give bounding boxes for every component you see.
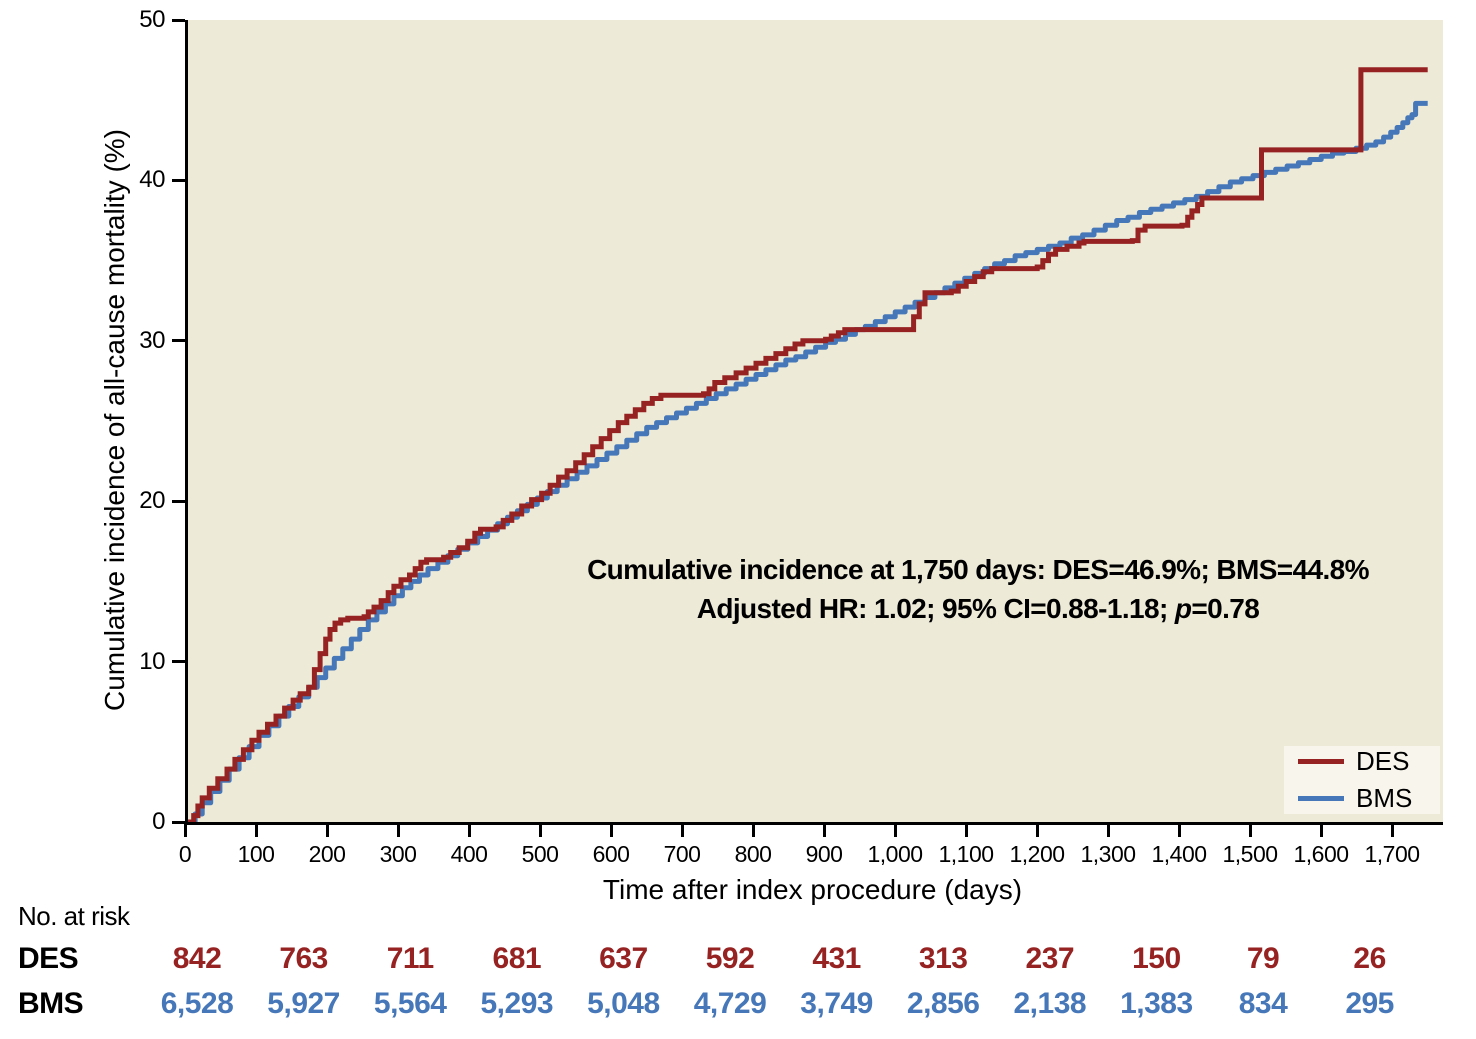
- risk-value: 3,749: [800, 987, 873, 1020]
- x-tick-label: 700: [663, 841, 701, 867]
- annotation-line2-prefix: Adjusted HR: 1.02; 95% CI=0.88-1.18;: [696, 593, 1175, 624]
- x-tick: [822, 824, 826, 837]
- bms-curve: [188, 100, 1428, 822]
- x-tick: [1106, 824, 1110, 837]
- x-tick-label: 1,400: [1151, 841, 1207, 867]
- bms-line-swatch: [1298, 796, 1344, 801]
- x-tick: [1319, 824, 1323, 837]
- risk-value: 237: [1025, 942, 1075, 975]
- x-axis-title: Time after index procedure (days): [602, 874, 1023, 905]
- x-tick: [467, 824, 471, 837]
- legend-entry-des: DES: [1298, 746, 1440, 777]
- legend-label-des: DES: [1356, 746, 1410, 776]
- y-tick: [172, 499, 185, 503]
- risk-table-heading: No. at risk: [18, 901, 130, 931]
- risk-value: 5,293: [480, 987, 554, 1020]
- x-tick-label: 400: [450, 841, 488, 867]
- plot-area: Cumulative incidence at 1,750 days: DES=…: [185, 20, 1443, 825]
- x-tick: [396, 824, 400, 837]
- x-tick-label: 1,000: [867, 841, 923, 867]
- x-tick-label: 500: [521, 841, 559, 867]
- x-tick: [964, 824, 968, 837]
- x-tick-label: 900: [805, 841, 843, 867]
- y-axis-title: Cumulative incidence of all-cause mortal…: [99, 129, 130, 711]
- x-tick: [893, 824, 897, 837]
- x-tick-label: 1,500: [1222, 841, 1278, 867]
- x-tick-label: 1,700: [1364, 841, 1420, 867]
- annotation-p-italic: p: [1174, 593, 1192, 624]
- risk-value: 295: [1345, 987, 1394, 1020]
- x-tick-label: 300: [379, 841, 417, 867]
- risk-value: 26: [1353, 942, 1386, 975]
- y-tick-label: 0: [152, 808, 165, 835]
- risk-value: 681: [492, 942, 542, 975]
- x-tick: [1035, 824, 1039, 837]
- x-tick-label: 1,600: [1293, 841, 1349, 867]
- annotation-line1: Cumulative incidence at 1,750 days: DES=…: [587, 554, 1369, 585]
- y-tick: [172, 339, 185, 343]
- risk-value: 313: [918, 942, 968, 975]
- y-tick: [172, 660, 185, 664]
- risk-value: 834: [1238, 987, 1288, 1020]
- risk-value: 150: [1132, 942, 1181, 975]
- risk-value: 5,564: [373, 987, 447, 1020]
- risk-value: 711: [386, 942, 434, 975]
- x-tick: [609, 824, 613, 837]
- risk-value: 842: [172, 942, 222, 975]
- x-tick-label: 800: [734, 841, 772, 867]
- risk-value: 2,138: [1013, 987, 1087, 1020]
- legend-label-bms: BMS: [1356, 783, 1413, 813]
- annotation-line2: Adjusted HR: 1.02; 95% CI=0.88-1.18; p=0…: [503, 589, 1453, 628]
- y-tick-label: 30: [139, 326, 165, 354]
- x-tick: [254, 824, 258, 837]
- x-tick-label: 1,100: [938, 841, 994, 867]
- legend-box: DES BMS: [1284, 746, 1440, 814]
- x-tick-label: 1,200: [1009, 841, 1065, 867]
- y-tick: [172, 178, 185, 182]
- y-tick: [172, 18, 185, 22]
- curves-svg: [188, 67, 1428, 822]
- risk-value: 5,048: [587, 987, 660, 1020]
- x-tick: [751, 824, 755, 837]
- x-tick-label: 100: [237, 841, 275, 867]
- annotation-line2-suffix: =0.78: [1191, 593, 1260, 624]
- risk-value: 5,927: [267, 987, 340, 1020]
- des-curve: [188, 67, 1428, 822]
- x-tick-label: 600: [592, 841, 630, 867]
- risk-value: 637: [599, 942, 648, 975]
- x-tick: [1248, 824, 1252, 837]
- y-tick-label: 20: [139, 487, 165, 515]
- risk-value: 763: [279, 942, 328, 975]
- x-tick: [325, 824, 329, 837]
- risk-value: 431: [812, 942, 861, 975]
- legend-entry-bms: BMS: [1298, 783, 1440, 814]
- x-tick-label: 0: [178, 841, 192, 867]
- risk-value: 1,383: [1120, 987, 1193, 1020]
- risk-value: 4,729: [693, 987, 767, 1020]
- risk-row-label-bms: BMS: [18, 987, 84, 1020]
- y-tick-label: 50: [139, 6, 165, 33]
- y-tick-label: 40: [139, 166, 165, 194]
- risk-row-label-des: DES: [18, 942, 79, 975]
- y-tick: [172, 820, 185, 824]
- risk-value: 592: [705, 942, 755, 975]
- risk-value: 79: [1246, 942, 1280, 975]
- risk-value: 6,528: [160, 987, 234, 1020]
- x-tick: [183, 824, 187, 837]
- des-line-swatch: [1298, 759, 1344, 764]
- x-tick: [538, 824, 542, 837]
- x-tick: [680, 824, 684, 837]
- y-tick-label: 10: [139, 647, 165, 675]
- x-tick: [1390, 824, 1394, 837]
- annotation-block: Cumulative incidence at 1,750 days: DES=…: [503, 550, 1453, 628]
- x-tick-label: 200: [308, 841, 346, 867]
- x-tick: [1177, 824, 1181, 837]
- x-tick-label: 1,300: [1080, 841, 1136, 867]
- risk-value: 2,856: [906, 987, 980, 1020]
